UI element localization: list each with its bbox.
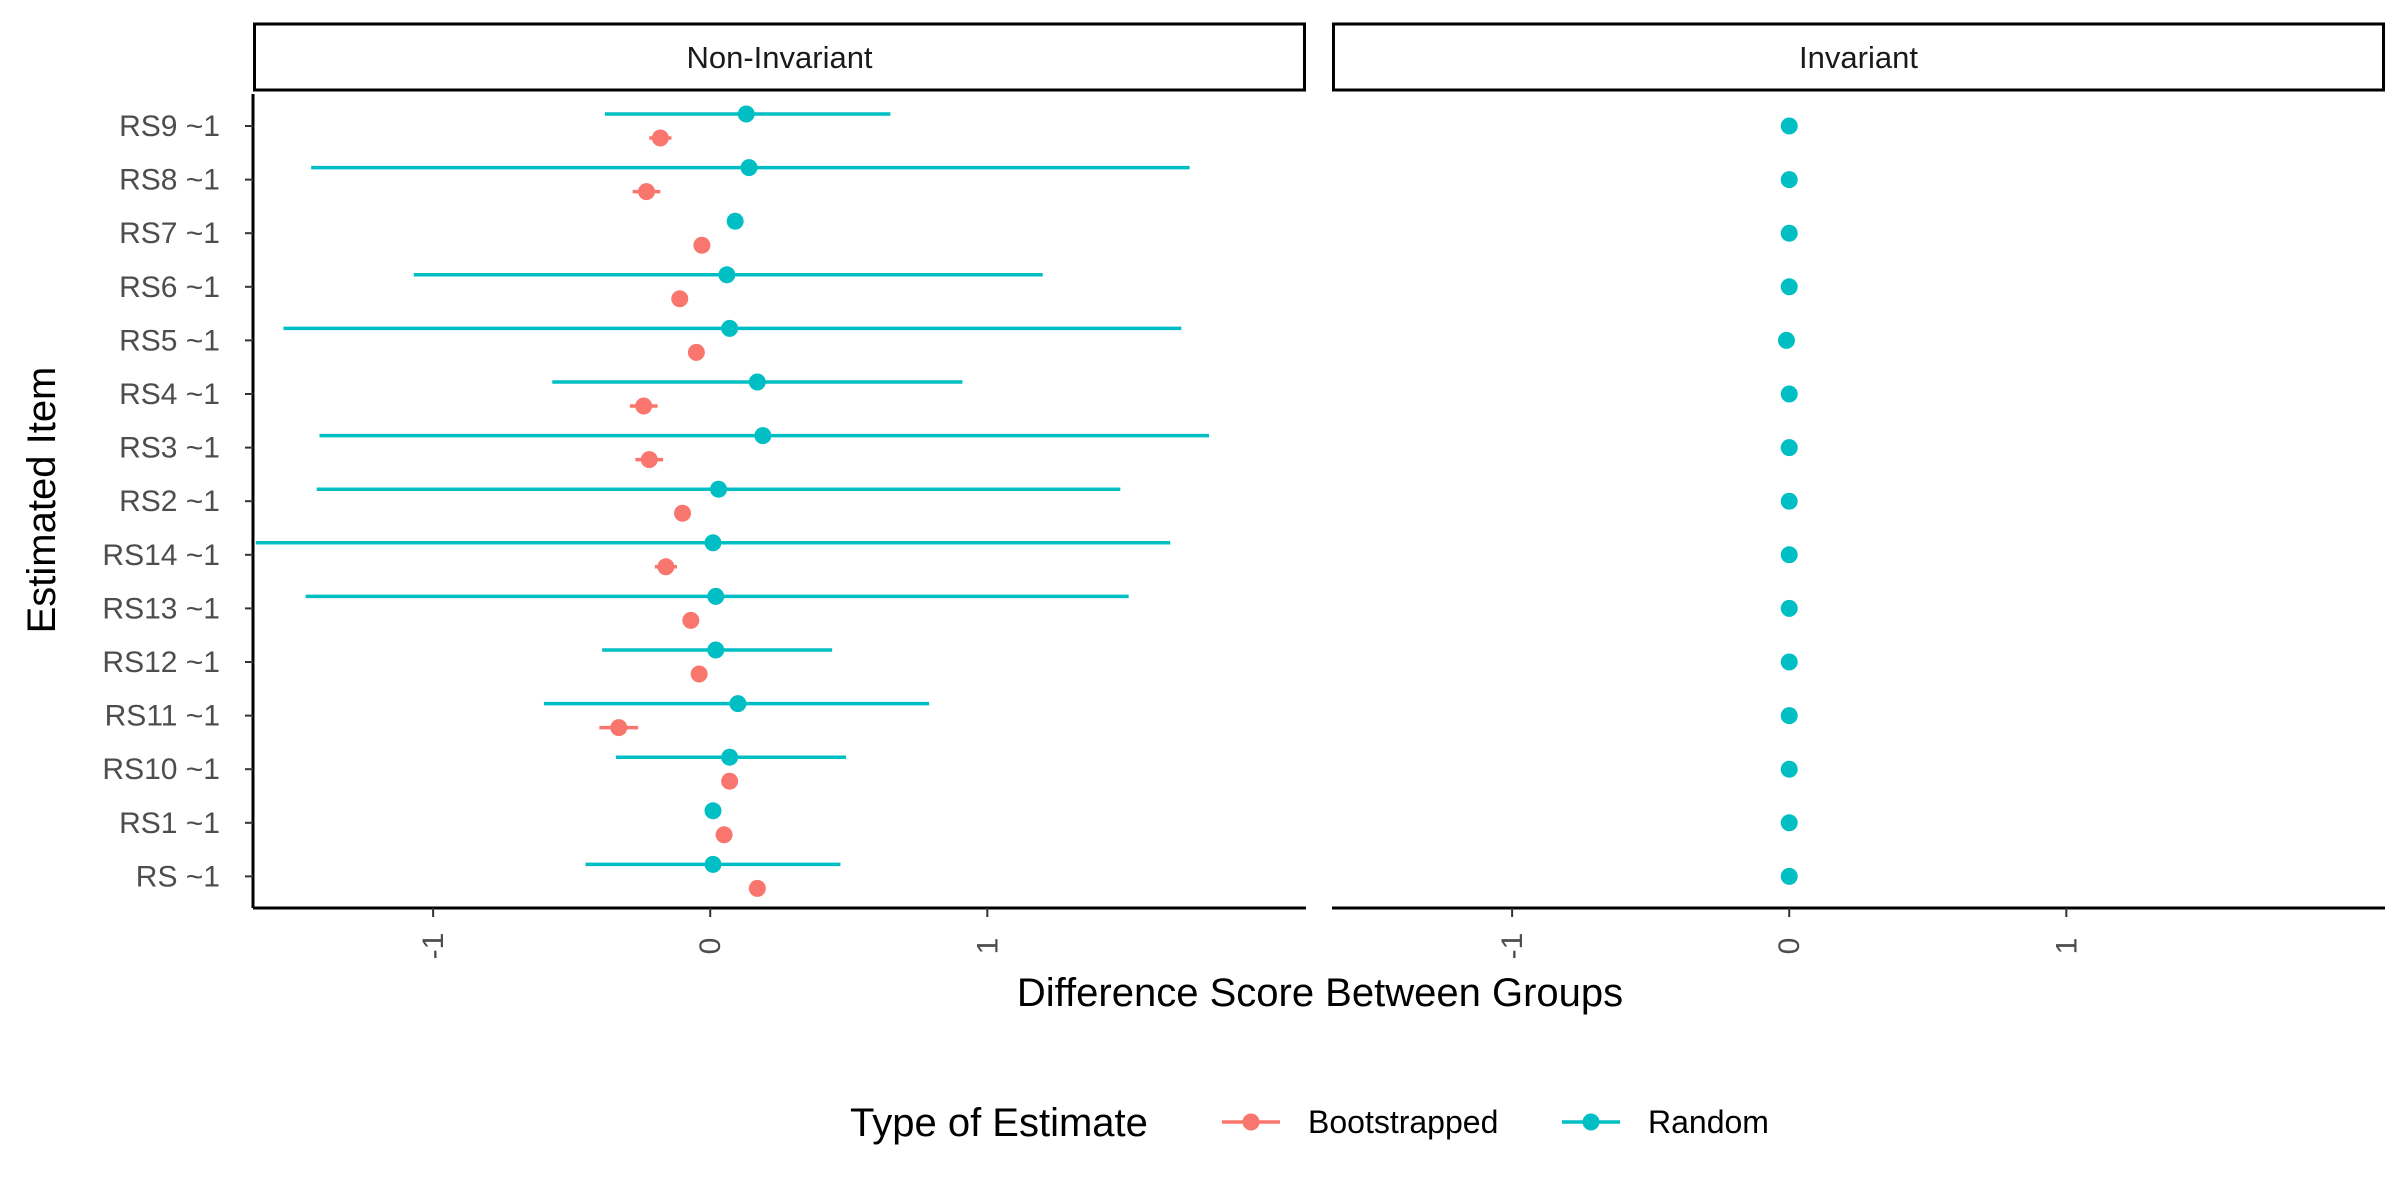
data-point (748, 879, 766, 897)
y-tick-label: RS10 ~1 (102, 753, 220, 786)
data-point (740, 159, 758, 177)
facet-strip-label: Non-Invariant (686, 40, 872, 75)
y-tick-label: RS13 ~1 (102, 592, 220, 625)
legend-label: Random (1648, 1104, 1769, 1140)
x-axis-title: Difference Score Between Groups (1017, 971, 1623, 1015)
y-tick-label: RS7 ~1 (119, 217, 220, 250)
x-tick-label: 1 (971, 938, 1004, 955)
data-point (1780, 439, 1798, 457)
facet-panel: Invariant -1 0 1 (1332, 22, 2385, 960)
legend-key-dot (1582, 1113, 1600, 1131)
y-tick-label: RS8 ~1 (119, 164, 220, 197)
data-point (726, 212, 744, 230)
legend-entry: Bootstrapped (1222, 1104, 1498, 1140)
data-point (729, 695, 747, 713)
data-point (1780, 278, 1798, 296)
data-point (1780, 867, 1798, 885)
data-point (674, 504, 692, 522)
data-point (704, 534, 722, 552)
data-point (754, 427, 772, 445)
legend-key-dot (1242, 1113, 1260, 1131)
x-tick-label: -1 (1496, 933, 1529, 960)
y-axis-title: Estimated Item (20, 367, 64, 634)
data-point (715, 826, 733, 844)
data-point (1780, 707, 1798, 725)
data-point (637, 183, 655, 201)
facet-strip-label: Invariant (1799, 40, 1918, 75)
y-tick-label: RS12 ~1 (102, 646, 220, 679)
data-point (1780, 385, 1798, 403)
data-point (635, 397, 653, 415)
data-point (651, 129, 669, 147)
x-tick-label: 1 (2050, 938, 2083, 955)
data-point (1780, 653, 1798, 671)
data-point (1780, 492, 1798, 510)
y-tick-label: RS11 ~1 (105, 700, 220, 733)
data-point (1780, 117, 1798, 135)
data-point (1780, 224, 1798, 242)
data-point (693, 236, 711, 254)
data-point (671, 290, 689, 308)
data-point (690, 665, 708, 683)
y-tick-label: RS ~1 (136, 860, 220, 893)
data-point (682, 611, 700, 629)
data-point (721, 772, 739, 790)
data-point (640, 451, 658, 469)
y-tick-label: RS6 ~1 (119, 271, 220, 304)
legend: Type of Estimate Bootstrapped Random (850, 1101, 1769, 1145)
data-point (737, 105, 755, 123)
y-axis: RS9 ~1 RS8 ~1 RS7 ~1 RS6 ~1 RS5 ~1 RS4 ~1 RS3 … (102, 110, 253, 893)
data-point (721, 319, 739, 337)
x-tick-label: 0 (694, 938, 727, 955)
data-point (748, 373, 766, 391)
x-tick-label: -1 (417, 933, 450, 960)
data-point (718, 266, 736, 284)
data-point (710, 480, 728, 498)
data-point (1780, 814, 1798, 832)
y-tick-label: RS9 ~1 (119, 110, 220, 143)
y-tick-label: RS3 ~1 (119, 432, 220, 465)
data-point (657, 558, 675, 576)
data-point (704, 855, 722, 873)
series-random (1777, 117, 1798, 885)
series-random (255, 105, 1210, 873)
facet-panel: Non-Invariant -1 0 1 (251, 22, 1306, 960)
data-point (1780, 171, 1798, 189)
data-point (1780, 546, 1798, 564)
series-bootstrapped (599, 129, 766, 897)
data-point (721, 748, 739, 766)
y-tick-label: RS14 ~1 (102, 539, 220, 572)
y-tick-label: RS2 ~1 (119, 485, 220, 518)
facet-strip (1332, 22, 2385, 92)
x-tick-label: 0 (1773, 938, 1806, 955)
y-tick-label: RS1 ~1 (119, 807, 220, 840)
facet-strip (253, 22, 1306, 92)
data-point (707, 641, 725, 659)
legend-label: Bootstrapped (1308, 1104, 1498, 1140)
data-point (1780, 599, 1798, 617)
panels-group: Non-Invariant -1 0 1 Invariant -1 0 1 (251, 22, 2385, 960)
legend-entry: Random (1562, 1104, 1769, 1140)
data-point (610, 719, 628, 737)
data-point (1777, 331, 1795, 349)
y-tick-label: RS4 ~1 (119, 378, 220, 411)
legend-title: Type of Estimate (850, 1101, 1148, 1145)
data-point (687, 343, 705, 361)
y-tick-label: RS5 ~1 (119, 324, 220, 357)
data-point (1780, 760, 1798, 778)
data-point (704, 802, 722, 820)
data-point (707, 587, 725, 605)
